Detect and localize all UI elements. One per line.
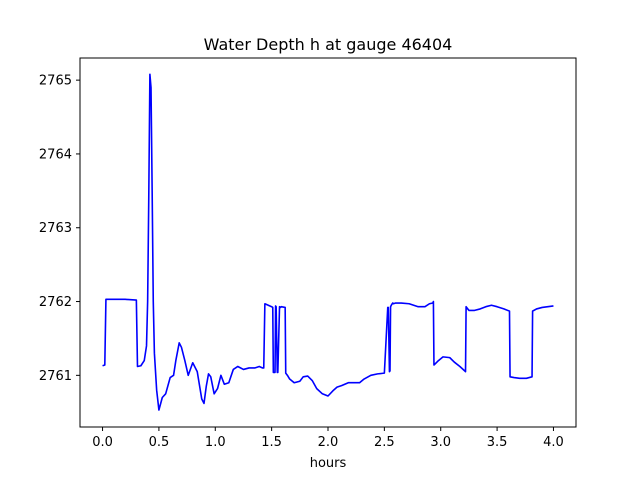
- x-tick-label: 2.0: [318, 435, 339, 450]
- x-tick-label: 1.0: [205, 435, 226, 450]
- x-tick-label: 3.5: [487, 435, 508, 450]
- y-tick-label: 2761: [39, 369, 72, 384]
- x-tick-label: 1.5: [261, 435, 282, 450]
- x-axis-label: hours: [310, 456, 347, 471]
- y-axis-ticks: 2761 2762 2763 2764 2765: [39, 74, 80, 384]
- x-tick-label: 0.5: [149, 435, 170, 450]
- x-tick-label: 3.0: [430, 435, 451, 450]
- x-tick-label: 4.0: [543, 435, 564, 450]
- x-tick-label: 0.0: [92, 435, 113, 450]
- y-tick-label: 2765: [39, 74, 72, 89]
- series-line-0: [102, 73, 554, 411]
- y-tick-label: 2764: [39, 147, 72, 162]
- y-tick-label: 2762: [39, 295, 72, 310]
- x-axis-ticks: 0.0 0.5 1.0 1.5 2.0 2.5 3.0 3.5 4.0: [92, 427, 564, 450]
- series-layer: [102, 73, 554, 411]
- y-tick-label: 2763: [39, 221, 72, 236]
- x-tick-label: 2.5: [374, 435, 395, 450]
- chart-title: Water Depth h at gauge 46404: [204, 35, 453, 54]
